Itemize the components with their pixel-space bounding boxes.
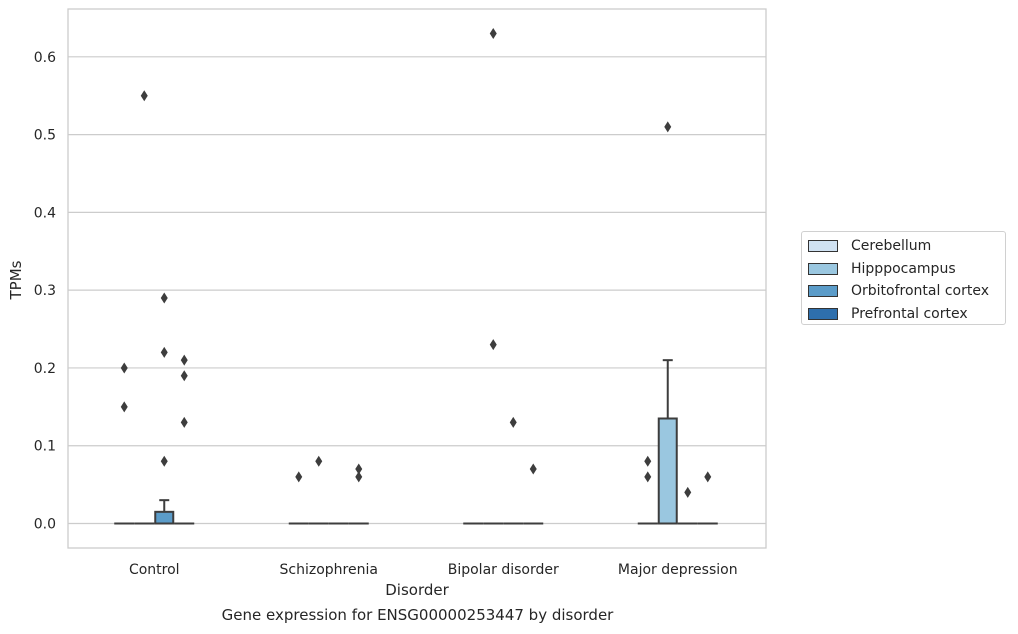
outlier-point: [684, 486, 692, 498]
box-cerebellum: [114, 362, 135, 525]
outlier-point: [644, 471, 652, 483]
outlier-point: [355, 463, 363, 475]
legend-label: Hipppocampus: [851, 260, 956, 277]
legend-label: Cerebellum: [851, 238, 932, 255]
y-tick-label: 0.0: [34, 517, 56, 533]
outlier-point: [355, 471, 363, 483]
box-hipppocampus: [657, 121, 678, 525]
legend: Cerebellum Hipppocampus Orbitofrontal cort…: [801, 231, 1006, 325]
y-axis-label: TPMs: [7, 260, 25, 300]
legend-item: Cerebellum: [808, 235, 1005, 258]
legend-item: Orbitofrontal cortex: [808, 280, 1005, 303]
box-hipppocampus: [308, 455, 329, 525]
outlier-point: [529, 463, 537, 475]
plot-frame: [67, 8, 767, 549]
outlier-point: [180, 354, 188, 366]
y-tick-label: 0.3: [34, 283, 56, 299]
y-tick-label: 0.1: [34, 439, 56, 455]
box-hipppocampus: [134, 90, 155, 525]
outlier-point: [120, 362, 128, 374]
gridlines: [68, 56, 766, 525]
legend-swatch: [808, 240, 838, 253]
outlier-point: [704, 471, 712, 483]
outlier-point: [315, 455, 323, 467]
box-orbitofrontal-cortex: [677, 486, 698, 525]
legend-item: Prefrontal cortex: [808, 303, 1005, 326]
outlier-point: [120, 401, 128, 413]
outlier-point: [160, 455, 168, 467]
box-rect: [154, 510, 175, 525]
box-prefrontal-cortex: [348, 463, 369, 525]
box-prefrontal-cortex: [523, 463, 544, 525]
y-tick-label: 0.2: [34, 361, 56, 377]
outlier-point: [140, 90, 148, 102]
outlier-point: [295, 471, 303, 483]
x-tick-label: Major depression: [618, 562, 738, 578]
box-cerebellum: [288, 471, 309, 525]
box-prefrontal-cortex: [697, 471, 718, 525]
boxes: [114, 27, 718, 525]
outlier-point: [644, 455, 652, 467]
figure-caption: Gene expression for ENSG00000253447 by d…: [221, 606, 614, 624]
x-tick-labels: Control Schizophrenia Bipolar disorder Majo…: [129, 562, 738, 578]
outlier-point: [180, 416, 188, 428]
box-orbitofrontal-cortex: [503, 416, 524, 525]
legend-item: Hipppocampus: [808, 258, 1005, 281]
y-tick-label: 0.6: [34, 50, 56, 66]
box-hipppocampus: [483, 27, 504, 525]
legend-swatch: [808, 307, 838, 320]
box-rect: [657, 417, 678, 525]
legend-label: Prefrontal cortex: [851, 305, 968, 322]
outlier-point: [180, 370, 188, 382]
x-tick-label: Schizophrenia: [280, 562, 378, 578]
outlier-point: [489, 339, 497, 351]
x-axis-label: Disorder: [385, 581, 449, 599]
x-tick-label: Bipolar disorder: [448, 562, 559, 578]
outlier-point: [160, 346, 168, 358]
outlier-point: [664, 121, 672, 133]
y-tick-label: 0.5: [34, 128, 56, 144]
y-tick-label: 0.4: [34, 205, 56, 221]
y-tick-labels: 0.0 0.1 0.2 0.3 0.4 0.5 0.6: [34, 50, 56, 533]
legend-label: Orbitofrontal cortex: [851, 283, 989, 300]
outlier-point: [489, 27, 497, 39]
outlier-point: [160, 292, 168, 304]
outlier-point: [509, 416, 517, 428]
x-tick-label: Control: [129, 562, 180, 578]
box-orbitofrontal-cortex: [154, 292, 175, 525]
legend-swatch: [808, 262, 838, 275]
box-prefrontal-cortex: [174, 354, 195, 525]
box-cerebellum: [637, 455, 658, 525]
legend-swatch: [808, 285, 838, 298]
